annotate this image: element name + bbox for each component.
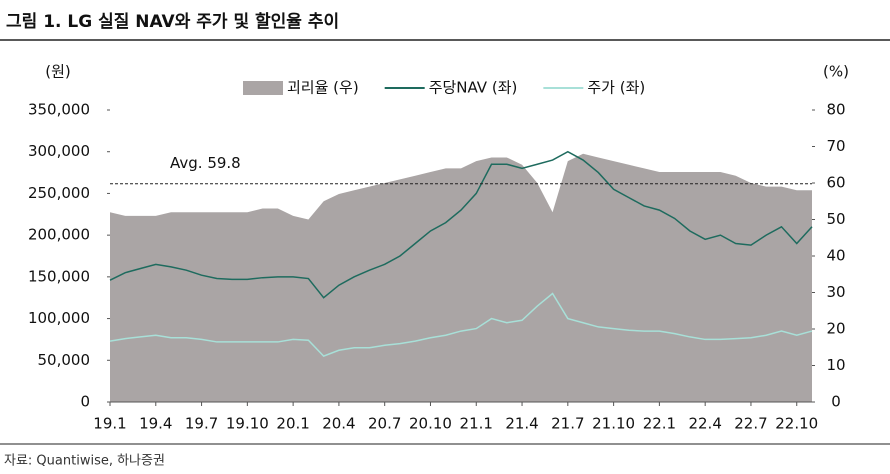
source: 자료: Quantiwise, 하나증권 <box>4 454 165 469</box>
y-tick-label: 200,000 <box>28 226 90 244</box>
y2-tick-label: 0 <box>831 393 841 411</box>
y-tick-label: 250,000 <box>28 184 90 202</box>
y2-tick-label: 10 <box>826 356 845 374</box>
x-tick-label: 21.10 <box>592 415 635 433</box>
x-tick-label: 22.10 <box>775 415 818 433</box>
x-tick-label: 22.4 <box>688 415 721 433</box>
x-tick-label: 22.1 <box>643 415 676 433</box>
x-tick-label: 19.1 <box>93 415 126 433</box>
chart-title: 그림 1. LG 실질 NAV와 주가 및 할인율 추이 <box>6 11 339 32</box>
y-tick-label: 100,000 <box>28 309 90 327</box>
legend-label: 주당NAV (좌) <box>429 79 518 97</box>
y2-tick-label: 30 <box>826 283 845 301</box>
x-tick-label: 20.1 <box>276 415 309 433</box>
average-label: Avg. 59.8 <box>170 154 241 172</box>
x-tick-label: 21.7 <box>551 415 584 433</box>
x-tick-label: 22.7 <box>734 415 767 433</box>
y2-tick-label: 40 <box>826 247 845 265</box>
y2-tick-label: 70 <box>826 137 845 155</box>
legend-label: 주가 (좌) <box>587 79 645 97</box>
x-tick-label: 20.7 <box>368 415 401 433</box>
y-tick-label: 350,000 <box>28 101 90 119</box>
y2-axis-label: (%) <box>823 63 849 81</box>
y-tick-label: 50,000 <box>38 351 91 369</box>
y2-tick-label: 50 <box>826 210 845 228</box>
x-tick-label: 20.4 <box>322 415 355 433</box>
x-tick-label: 19.10 <box>226 415 269 433</box>
legend-swatch <box>243 81 283 95</box>
y2-tick-label: 80 <box>826 101 845 119</box>
y2-tick-label: 60 <box>826 174 845 192</box>
legend-label: 괴리율 (우) <box>287 79 359 97</box>
y2-tick-label: 20 <box>826 320 845 338</box>
line <box>109 150 813 299</box>
y-axis-label: (원) <box>45 63 71 81</box>
y-tick-label: 0 <box>80 393 90 411</box>
y-tick-label: 300,000 <box>28 142 90 160</box>
x-tick-label: 19.4 <box>139 415 172 433</box>
x-tick-label: 21.4 <box>505 415 538 433</box>
y-tick-label: 150,000 <box>28 267 90 285</box>
x-tick-label: 19.7 <box>185 415 218 433</box>
line <box>109 292 813 357</box>
x-tick-label: 20.10 <box>409 415 452 433</box>
x-tick-label: 21.1 <box>460 415 493 433</box>
